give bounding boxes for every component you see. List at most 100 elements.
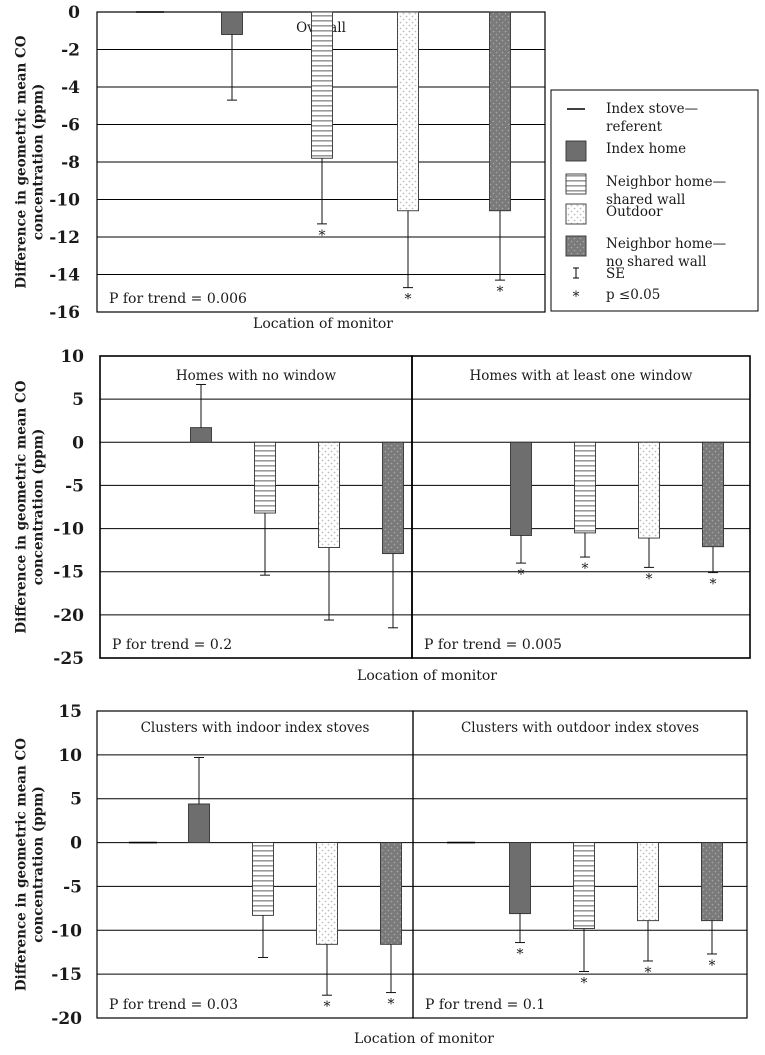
trend-label: P for trend = 0.2 (112, 637, 232, 653)
significance-star: * (517, 947, 524, 963)
y-axis-label: concentration (ppm) (31, 786, 47, 943)
bar-noshared (380, 842, 402, 945)
bar-outdoor (318, 441, 340, 549)
y-tick-label: -2 (61, 41, 80, 61)
y-tick-label: -8 (61, 153, 80, 173)
y-tick-label: 5 (70, 790, 82, 810)
y-tick-label: -15 (53, 563, 84, 583)
trend-label: P for trend = 0.03 (109, 997, 238, 1013)
y-tick-label: -10 (51, 921, 82, 941)
legend-label: Index home (606, 141, 686, 157)
y-tick-label: 10 (58, 746, 82, 766)
bar-home (509, 842, 531, 915)
chart-1: 0 -2 -4 -6 -8 -10 -12 -14 -16 Difference in geome… (14, 3, 546, 332)
panel-frame (412, 710, 748, 1019)
y-tick-label: -20 (53, 606, 84, 626)
y-tick-label: -5 (63, 877, 82, 897)
y-tick-label: 10 (60, 347, 84, 367)
y-tick-label: 0 (70, 834, 82, 854)
significance-star: * (710, 577, 717, 593)
chart-3: 15 10 5 0 -5 -10 -15 -20 Difference in geometric… (14, 702, 748, 1047)
legend-label: Neighbor home— (606, 174, 726, 190)
panel-1: Homes with no window P for trend = 0.2 (112, 368, 404, 653)
bar-shared (252, 842, 274, 916)
bar-noshared (701, 842, 723, 922)
y-tick-label: -4 (61, 78, 80, 98)
y-axis-label: concentration (ppm) (31, 84, 47, 241)
y-tick-label: -20 (51, 1009, 82, 1029)
significance-star: * (497, 284, 504, 300)
y-tick-label: -16 (49, 303, 80, 323)
panel-title: Clusters with indoor index stoves (141, 720, 370, 736)
legend-label: p ≤0.05 (606, 287, 660, 303)
y-tick-label: -10 (53, 520, 84, 540)
panel-title: Homes with no window (176, 368, 337, 384)
significance-star: * (319, 228, 326, 244)
y-tick-label: -6 (61, 116, 80, 136)
legend-label: Neighbor home— (606, 236, 726, 252)
y-tick-label: -14 (49, 266, 80, 286)
significance-star: * (324, 999, 331, 1015)
legend-label: referent (606, 119, 663, 135)
y-tick-label: -10 (49, 191, 80, 211)
significance-star: * (405, 292, 412, 308)
bar-outdoor (637, 842, 659, 922)
significance-star: * (646, 571, 653, 587)
significance-star: * (582, 561, 589, 577)
y-tick-label: -15 (51, 965, 82, 985)
y-axis-label: Difference in geometric mean CO (14, 380, 30, 633)
legend-swatch-outdoor (565, 203, 587, 225)
panel-2: Homes with at least one window P for tren… (424, 368, 724, 653)
bar-shared (311, 11, 333, 159)
panel-1: Clusters with indoor index stoves P for t… (109, 720, 402, 1015)
legend-star: * (573, 289, 580, 305)
significance-star: * (388, 997, 395, 1013)
bar-home (188, 803, 210, 844)
bar-outdoor (316, 842, 338, 945)
significance-star: * (645, 965, 652, 981)
legend-label: no shared wall (606, 254, 706, 270)
bar-home (221, 11, 243, 35)
bar-shared (573, 842, 595, 929)
legend-label: Index stove— (606, 101, 698, 117)
y-axis-label: concentration (ppm) (31, 429, 47, 586)
y-tick-label: -12 (49, 228, 80, 248)
panel-1: OverallP for trend = 0.006*** (109, 11, 511, 308)
y-tick-label: 5 (72, 390, 84, 410)
trend-label: P for trend = 0.005 (424, 637, 562, 653)
panel-frame (411, 355, 751, 659)
legend-label: Outdoor (606, 204, 663, 220)
bar-noshared (382, 441, 404, 555)
y-tick-label: 15 (58, 702, 82, 722)
x-axis-label: Location of monitor (354, 1031, 494, 1047)
significance-star: * (709, 958, 716, 974)
x-axis-label: Location of monitor (357, 668, 497, 684)
bar-outdoor (638, 441, 660, 539)
bar-shared (254, 441, 276, 514)
legend-frame (550, 89, 759, 312)
y-tick-label: -5 (65, 476, 84, 496)
significance-star: * (518, 567, 525, 583)
bar-shared (574, 441, 596, 534)
bar-noshared (702, 441, 724, 548)
x-axis-label: Location of monitor (253, 316, 393, 332)
legend-swatch-shared (565, 173, 587, 195)
y-tick-label: 0 (68, 3, 80, 23)
y-tick-label: 0 (72, 433, 84, 453)
legend-swatch-noshared (565, 235, 587, 257)
trend-label: P for trend = 0.1 (425, 997, 545, 1013)
y-tick-label: -25 (53, 649, 84, 669)
panel-title: Homes with at least one window (470, 368, 693, 384)
bar-home (190, 427, 212, 443)
legend-swatch-home (565, 140, 587, 162)
y-axis-label: Difference in geometric mean CO (14, 738, 30, 991)
significance-star: * (581, 976, 588, 992)
legend-label: SE (606, 266, 625, 282)
legend: Index stove— referent Index home Neighbor h… (550, 89, 759, 312)
bar-home (510, 441, 532, 536)
trend-label: P for trend = 0.006 (109, 291, 247, 307)
bar-outdoor (397, 11, 419, 212)
bar-noshared (489, 11, 511, 212)
y-axis-label: Difference in geometric mean CO (14, 35, 30, 288)
